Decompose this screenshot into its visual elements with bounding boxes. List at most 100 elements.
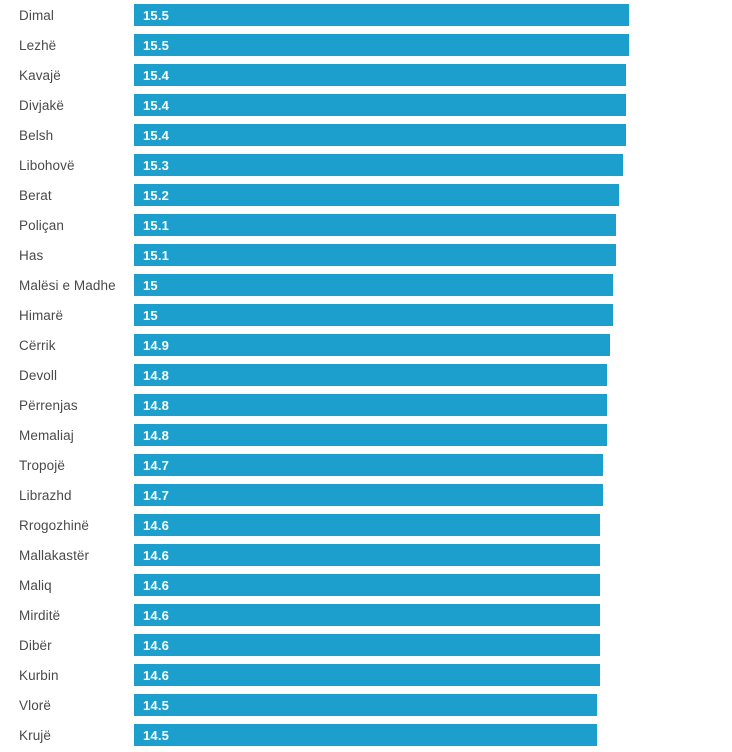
chart-row: Tropojë 14.7 xyxy=(0,450,732,480)
bar-track: 15.1 xyxy=(134,214,732,236)
chart-row: Has 15.1 xyxy=(0,240,732,270)
value-label: 14.5 xyxy=(143,727,170,743)
category-label: Mirditë xyxy=(19,607,61,623)
bar-track: 14.8 xyxy=(134,394,732,416)
chart-row: Himarë 15 xyxy=(0,300,732,330)
category-label: Poliçan xyxy=(19,217,64,233)
category-label: Has xyxy=(19,247,44,263)
category-label: Berat xyxy=(19,187,52,203)
bar-track: 15.4 xyxy=(134,124,732,146)
category-label: Librazhd xyxy=(19,487,72,503)
bar[interactable]: 14.6 xyxy=(134,514,600,536)
bar-track: 14.6 xyxy=(134,514,732,536)
chart-row: Përrenjas 14.8 xyxy=(0,390,732,420)
value-label: 15.4 xyxy=(143,97,170,113)
value-label: 14.6 xyxy=(143,667,170,683)
bar-track: 15.4 xyxy=(134,64,732,86)
chart-row: Kavajë 15.4 xyxy=(0,60,732,90)
bar-track: 15.5 xyxy=(134,34,732,56)
value-label: 15.5 xyxy=(143,37,170,53)
bar-track: 15.3 xyxy=(134,154,732,176)
category-label: Mallakastër xyxy=(19,547,90,563)
bar[interactable]: 14.6 xyxy=(134,574,600,596)
bar[interactable]: 14.6 xyxy=(134,634,600,656)
bar[interactable]: 14.8 xyxy=(134,424,607,446)
chart-row: Malësi e Madhe 15 xyxy=(0,270,732,300)
category-label: Vlorë xyxy=(19,697,52,713)
bar[interactable]: 15.1 xyxy=(134,214,616,236)
bar-track: 15.4 xyxy=(134,94,732,116)
bar-track: 15.2 xyxy=(134,184,732,206)
bar-track: 15.1 xyxy=(134,244,732,266)
bar-track: 14.6 xyxy=(134,634,732,656)
chart-row: Memaliaj 14.8 xyxy=(0,420,732,450)
category-label: Lezhë xyxy=(19,37,57,53)
value-label: 15.4 xyxy=(143,127,170,143)
bar-track: 14.5 xyxy=(134,694,732,716)
category-label: Përrenjas xyxy=(19,397,78,413)
bar[interactable]: 14.5 xyxy=(134,694,597,716)
chart-row: Lezhë 15.5 xyxy=(0,30,732,60)
value-label: 15.1 xyxy=(143,217,170,233)
category-label: Himarë xyxy=(19,307,64,323)
bar[interactable]: 14.7 xyxy=(134,484,603,506)
bar[interactable]: 14.5 xyxy=(134,724,597,746)
category-label: Malësi e Madhe xyxy=(19,277,116,293)
category-label: Belsh xyxy=(19,127,54,143)
value-label: 14.8 xyxy=(143,427,170,443)
bar[interactable]: 15.4 xyxy=(134,94,626,116)
bar-track: 14.6 xyxy=(134,604,732,626)
value-label: 14.5 xyxy=(143,697,170,713)
chart-row: Dimal 15.5 xyxy=(0,0,732,30)
bar[interactable]: 15.1 xyxy=(134,244,616,266)
category-label: Memaliaj xyxy=(19,427,74,443)
value-label: 15.2 xyxy=(143,187,170,203)
bar[interactable]: 15.4 xyxy=(134,64,626,86)
value-label: 14.8 xyxy=(143,397,170,413)
bar-track: 14.7 xyxy=(134,454,732,476)
category-label: Dimal xyxy=(19,7,55,23)
bar[interactable]: 14.9 xyxy=(134,334,610,356)
value-label: 15.4 xyxy=(143,67,170,83)
chart-row: Mallakastër 14.6 xyxy=(0,540,732,570)
bar-track: 15 xyxy=(134,304,732,326)
bar[interactable]: 14.6 xyxy=(134,604,600,626)
value-label: 14.6 xyxy=(143,517,170,533)
bar[interactable]: 15.5 xyxy=(134,34,629,56)
bar[interactable]: 15.2 xyxy=(134,184,619,206)
bar[interactable]: 15.4 xyxy=(134,124,626,146)
value-label: 14.6 xyxy=(143,637,170,653)
category-label: Maliq xyxy=(19,577,52,593)
chart-row: Maliq 14.6 xyxy=(0,570,732,600)
bar[interactable]: 15.5 xyxy=(134,4,629,26)
chart-row: Kurbin 14.6 xyxy=(0,660,732,690)
bar-track: 14.6 xyxy=(134,544,732,566)
bar-track: 14.8 xyxy=(134,364,732,386)
bar-track: 14.6 xyxy=(134,664,732,686)
bar-track: 14.7 xyxy=(134,484,732,506)
bar[interactable]: 15.3 xyxy=(134,154,623,176)
chart-row: Poliçan 15.1 xyxy=(0,210,732,240)
bar[interactable]: 15 xyxy=(134,304,613,326)
bar[interactable]: 14.6 xyxy=(134,544,600,566)
bar[interactable]: 14.8 xyxy=(134,394,607,416)
bar[interactable]: 14.6 xyxy=(134,664,600,686)
bar-track: 15.5 xyxy=(134,4,732,26)
chart-row: Libohovë 15.3 xyxy=(0,150,732,180)
chart-row: Belsh 15.4 xyxy=(0,120,732,150)
category-label: Divjakë xyxy=(19,97,64,113)
bar-track: 14.9 xyxy=(134,334,732,356)
bar[interactable]: 15 xyxy=(134,274,613,296)
category-label: Krujë xyxy=(19,727,52,743)
chart-row: Cërrik 14.9 xyxy=(0,330,732,360)
chart-row: Krujë 14.5 xyxy=(0,720,732,750)
category-label: Kavajë xyxy=(19,67,61,83)
chart-row: Berat 15.2 xyxy=(0,180,732,210)
value-label: 15.3 xyxy=(143,157,170,173)
bar[interactable]: 14.7 xyxy=(134,454,603,476)
bar[interactable]: 14.8 xyxy=(134,364,607,386)
value-label: 14.9 xyxy=(143,337,170,353)
chart-row: Rrogozhinë 14.6 xyxy=(0,510,732,540)
bar-track: 14.6 xyxy=(134,574,732,596)
